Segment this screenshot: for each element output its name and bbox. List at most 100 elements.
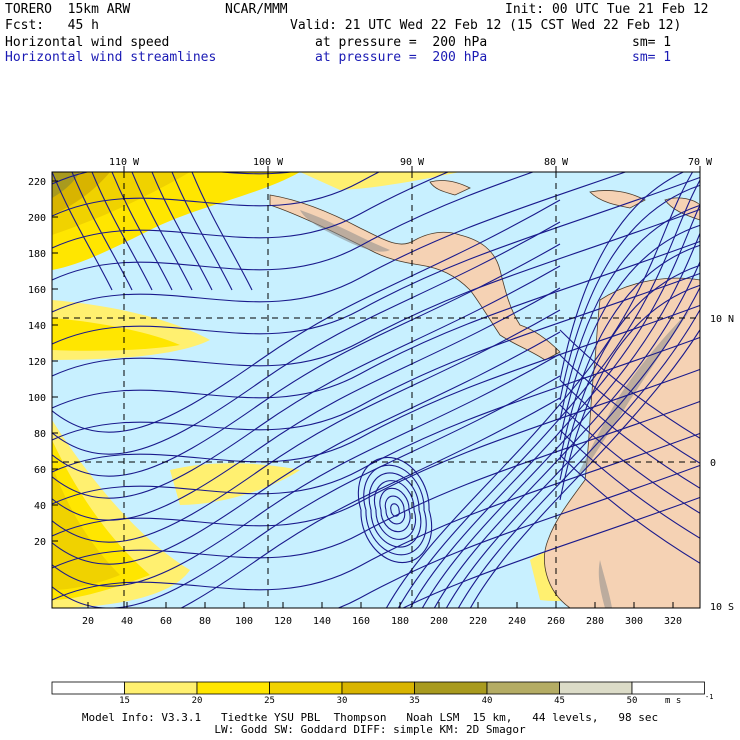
field2-level: at pressure = 200 hPa: [315, 50, 488, 65]
streamline: [52, 243, 561, 477]
field1-smoothing: sm= 1: [632, 35, 672, 50]
streamline: [52, 265, 561, 499]
y-tick-label: 20: [34, 537, 46, 548]
x-tick-label: 80: [199, 616, 211, 627]
x-tick-label: 300: [625, 616, 643, 627]
forecast-hour: Fcst: 45 h: [5, 18, 99, 33]
y-tick-label: 60: [34, 465, 46, 476]
streamline: [52, 304, 700, 473]
streamline: [111, 172, 173, 291]
field1-level: at pressure = 200 hPa: [315, 35, 488, 50]
colorbar-label: 15: [119, 696, 130, 706]
map-border: [51, 171, 701, 609]
y-tick-label: 100: [28, 393, 46, 404]
longitude-label: 70 W: [688, 157, 713, 168]
x-tick-label: 260: [547, 616, 565, 627]
streamline: [559, 454, 700, 564]
streamline: [559, 284, 700, 501]
streamline: [52, 172, 295, 185]
footer-physics-info: LW: Godd SW: Goddard DIFF: simple KM: 2D…: [214, 723, 526, 736]
streamline: [52, 199, 561, 433]
colorbar-segment: [124, 681, 198, 695]
streamline: [379, 487, 411, 533]
streamline: [469, 328, 700, 608]
colorbar-segment: [341, 681, 415, 695]
longitude-label: 100 W: [253, 157, 284, 168]
x-tick-label: 280: [586, 616, 604, 627]
axis-tick-labels: 220 200 180 160 140 120 100 80 60 40 20 20 40 60 80 100…: [28, 157, 734, 627]
streamline: [52, 208, 700, 377]
streamline: [52, 172, 628, 313]
colorbar-label: 45: [554, 696, 565, 706]
colorbar-segment: [559, 681, 633, 695]
x-tick-label: 140: [313, 616, 331, 627]
longitude-label: 90 W: [400, 157, 425, 168]
footer-model-info: Model Info: V3.3.1 Tiedtke YSU PBL Thomp…: [81, 711, 659, 724]
streamline: [52, 368, 700, 537]
x-tick-label: 60: [160, 616, 172, 627]
colorbar-segment: [196, 681, 270, 695]
colorbar-units-exponent: -1: [705, 693, 713, 701]
streamline: [357, 456, 433, 564]
streamline: [171, 172, 233, 291]
y-tick-label: 220: [28, 177, 46, 188]
streamline: [52, 432, 700, 601]
colorbar-segment: [269, 681, 343, 695]
streamline: [52, 176, 700, 345]
streamline: [52, 172, 113, 291]
streamline: [559, 184, 700, 401]
y-tick-label: 80: [34, 429, 46, 440]
center-name: NCAR/MMM: [225, 2, 288, 17]
streamline: [559, 354, 700, 464]
axis-ticks: [52, 166, 701, 608]
init-time: Init: 00 UTC Tue 21 Feb 12: [505, 2, 709, 17]
x-tick-label: 240: [508, 616, 526, 627]
streamline: [52, 221, 561, 455]
field2-smoothing: sm= 1: [632, 50, 672, 65]
streamline: [559, 329, 700, 439]
streamline: [401, 496, 700, 608]
colorbar-units: m s: [665, 696, 681, 706]
streamline: [52, 309, 561, 543]
x-tick-label: 40: [121, 616, 133, 627]
colorbar-segment: [486, 681, 560, 695]
colorbar-label: 25: [264, 696, 275, 706]
y-tick-label: 200: [28, 213, 46, 224]
streamlines: [52, 172, 700, 608]
streamline: [71, 172, 133, 291]
valid-time: Valid: 21 UTC Wed 22 Feb 12 (15 CST Wed …: [290, 18, 682, 33]
colorbar-segment: [51, 681, 125, 695]
y-tick-label: 160: [28, 285, 46, 296]
streamline: [559, 204, 700, 421]
y-tick-label: 40: [34, 501, 46, 512]
colorbar-segment: [631, 681, 705, 695]
streamline: [180, 397, 561, 608]
streamline: [559, 244, 700, 461]
x-tick-label: 180: [391, 616, 409, 627]
latitude-label: 10 N: [710, 314, 734, 325]
x-tick-label: 200: [430, 616, 448, 627]
x-tick-label: 100: [235, 616, 253, 627]
streamline: [52, 240, 700, 409]
streamline: [433, 260, 700, 608]
colorbar-label: 35: [409, 696, 420, 706]
streamline: [559, 172, 685, 381]
streamline: [384, 495, 406, 525]
streamline: [559, 379, 700, 489]
streamline: [363, 464, 427, 556]
y-tick-label: 120: [28, 357, 46, 368]
streamline: [131, 172, 193, 291]
x-tick-label: 20: [82, 616, 94, 627]
streamline: [151, 172, 213, 291]
streamline: [52, 353, 561, 587]
streamline: [409, 203, 700, 608]
streamline: [559, 429, 700, 539]
field2-name: Horizontal wind streamlines: [5, 50, 217, 65]
streamline: [559, 224, 700, 441]
streamline: [52, 172, 535, 281]
y-tick-label: 140: [28, 321, 46, 332]
streamline: [52, 172, 381, 217]
latitude-label: 0: [710, 458, 716, 469]
model-name: TORERO 15km ARW: [5, 2, 131, 17]
